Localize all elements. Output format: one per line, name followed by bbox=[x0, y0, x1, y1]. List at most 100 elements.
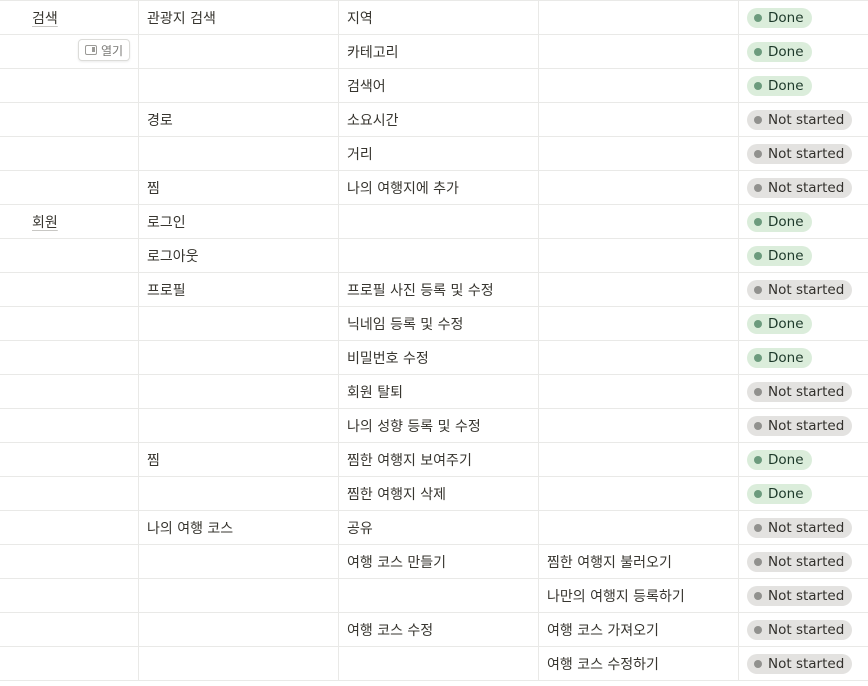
category-cell[interactable] bbox=[0, 137, 139, 170]
status-cell[interactable]: Not started bbox=[739, 579, 868, 612]
detail-cell[interactable] bbox=[339, 647, 539, 680]
subdetail-cell[interactable] bbox=[539, 273, 739, 306]
feature-cell[interactable] bbox=[139, 647, 339, 680]
status-cell[interactable]: Done bbox=[739, 443, 868, 476]
detail-cell[interactable]: 검색어 bbox=[339, 69, 539, 102]
category-cell[interactable] bbox=[0, 375, 139, 408]
status-cell[interactable]: Not started bbox=[739, 375, 868, 408]
subdetail-cell[interactable] bbox=[539, 375, 739, 408]
feature-cell[interactable]: 찜 bbox=[139, 443, 339, 476]
category-cell[interactable] bbox=[0, 307, 139, 340]
status-cell[interactable]: Done bbox=[739, 239, 868, 272]
table-row[interactable]: 여행 코스 수정 여행 코스 가져오기 Not started bbox=[0, 613, 868, 647]
feature-cell[interactable]: 찜 bbox=[139, 171, 339, 204]
category-cell[interactable] bbox=[0, 103, 139, 136]
subdetail-cell[interactable] bbox=[539, 511, 739, 544]
table-row[interactable]: 경로 소요시간 Not started bbox=[0, 103, 868, 137]
table-row[interactable]: 비밀번호 수정 Done bbox=[0, 341, 868, 375]
feature-cell[interactable] bbox=[139, 409, 339, 442]
feature-cell[interactable]: 로그인 bbox=[139, 205, 339, 238]
detail-cell[interactable]: 비밀번호 수정 bbox=[339, 341, 539, 374]
subdetail-cell[interactable] bbox=[539, 307, 739, 340]
detail-cell[interactable]: 나의 여행지에 추가 bbox=[339, 171, 539, 204]
table-row[interactable]: 찜 나의 여행지에 추가 Not started bbox=[0, 171, 868, 205]
table-row[interactable]: 회원 탈퇴 Not started bbox=[0, 375, 868, 409]
table-row[interactable]: 닉네임 등록 및 수정 Done bbox=[0, 307, 868, 341]
open-row-button[interactable]: 열기 bbox=[78, 39, 131, 61]
category-cell[interactable] bbox=[0, 273, 139, 306]
table-row[interactable]: 검색어 Done bbox=[0, 69, 868, 103]
feature-cell[interactable] bbox=[139, 69, 339, 102]
detail-cell[interactable] bbox=[339, 579, 539, 612]
status-cell[interactable]: Not started bbox=[739, 511, 868, 544]
detail-cell[interactable] bbox=[339, 239, 539, 272]
subdetail-cell[interactable] bbox=[539, 409, 739, 442]
detail-cell[interactable]: 지역 bbox=[339, 1, 539, 34]
detail-cell[interactable]: 공유 bbox=[339, 511, 539, 544]
detail-cell[interactable]: 닉네임 등록 및 수정 bbox=[339, 307, 539, 340]
status-cell[interactable]: Not started bbox=[739, 273, 868, 306]
category-cell[interactable] bbox=[0, 409, 139, 442]
detail-cell[interactable] bbox=[339, 205, 539, 238]
subdetail-cell[interactable]: 여행 코스 가져오기 bbox=[539, 613, 739, 646]
table-row[interactable]: 나만의 여행지 등록하기 Not started bbox=[0, 579, 868, 613]
feature-cell[interactable] bbox=[139, 613, 339, 646]
subdetail-cell[interactable] bbox=[539, 341, 739, 374]
table-row[interactable]: 검색 관광지 검색 지역 Done bbox=[0, 0, 868, 35]
detail-cell[interactable]: 카테고리 bbox=[339, 35, 539, 68]
detail-cell[interactable]: 찜한 여행지 삭제 bbox=[339, 477, 539, 510]
status-cell[interactable]: Not started bbox=[739, 171, 868, 204]
subdetail-cell[interactable] bbox=[539, 1, 739, 34]
feature-cell[interactable]: 프로필 bbox=[139, 273, 339, 306]
status-cell[interactable]: Not started bbox=[739, 103, 868, 136]
category-cell[interactable] bbox=[0, 239, 139, 272]
feature-cell[interactable] bbox=[139, 307, 339, 340]
table-row[interactable]: 회원 로그인 Done bbox=[0, 205, 868, 239]
detail-cell[interactable]: 여행 코스 수정 bbox=[339, 613, 539, 646]
subdetail-cell[interactable] bbox=[539, 239, 739, 272]
feature-cell[interactable]: 경로 bbox=[139, 103, 339, 136]
status-cell[interactable]: Not started bbox=[739, 613, 868, 646]
category-cell[interactable] bbox=[0, 341, 139, 374]
subdetail-cell[interactable]: 여행 코스 수정하기 bbox=[539, 647, 739, 680]
subdetail-cell[interactable] bbox=[539, 443, 739, 476]
category-cell[interactable] bbox=[0, 171, 139, 204]
category-cell[interactable] bbox=[0, 69, 139, 102]
feature-cell[interactable]: 로그아웃 bbox=[139, 239, 339, 272]
status-cell[interactable]: Not started bbox=[739, 647, 868, 680]
status-cell[interactable]: Done bbox=[739, 341, 868, 374]
subdetail-cell[interactable] bbox=[539, 171, 739, 204]
subdetail-cell[interactable] bbox=[539, 35, 739, 68]
table-row[interactable]: 여행 코스 수정하기 Not started bbox=[0, 647, 868, 681]
category-cell[interactable] bbox=[0, 511, 139, 544]
status-cell[interactable]: Done bbox=[739, 205, 868, 238]
feature-cell[interactable]: 관광지 검색 bbox=[139, 1, 339, 34]
subdetail-cell[interactable] bbox=[539, 205, 739, 238]
category-cell[interactable] bbox=[0, 613, 139, 646]
feature-cell[interactable] bbox=[139, 579, 339, 612]
category-cell[interactable]: 회원 bbox=[0, 205, 139, 238]
detail-cell[interactable]: 거리 bbox=[339, 137, 539, 170]
subdetail-cell[interactable] bbox=[539, 103, 739, 136]
status-cell[interactable]: Done bbox=[739, 35, 868, 68]
detail-cell[interactable]: 찜한 여행지 보여주기 bbox=[339, 443, 539, 476]
category-cell[interactable] bbox=[0, 477, 139, 510]
table-row[interactable]: 나의 성향 등록 및 수정 Not started bbox=[0, 409, 868, 443]
feature-cell[interactable] bbox=[139, 477, 339, 510]
feature-cell[interactable]: 나의 여행 코스 bbox=[139, 511, 339, 544]
table-row[interactable]: 나의 여행 코스 공유 Not started bbox=[0, 511, 868, 545]
feature-cell[interactable] bbox=[139, 137, 339, 170]
detail-cell[interactable]: 소요시간 bbox=[339, 103, 539, 136]
subdetail-cell[interactable]: 나만의 여행지 등록하기 bbox=[539, 579, 739, 612]
detail-cell[interactable]: 회원 탈퇴 bbox=[339, 375, 539, 408]
status-cell[interactable]: Done bbox=[739, 307, 868, 340]
feature-cell[interactable] bbox=[139, 35, 339, 68]
status-cell[interactable]: Done bbox=[739, 477, 868, 510]
status-cell[interactable]: Not started bbox=[739, 545, 868, 578]
category-cell[interactable] bbox=[0, 443, 139, 476]
category-cell[interactable] bbox=[0, 35, 139, 68]
subdetail-cell[interactable] bbox=[539, 69, 739, 102]
table-row[interactable]: 여행 코스 만들기 찜한 여행지 불러오기 Not started bbox=[0, 545, 868, 579]
status-cell[interactable]: Not started bbox=[739, 409, 868, 442]
subdetail-cell[interactable] bbox=[539, 137, 739, 170]
